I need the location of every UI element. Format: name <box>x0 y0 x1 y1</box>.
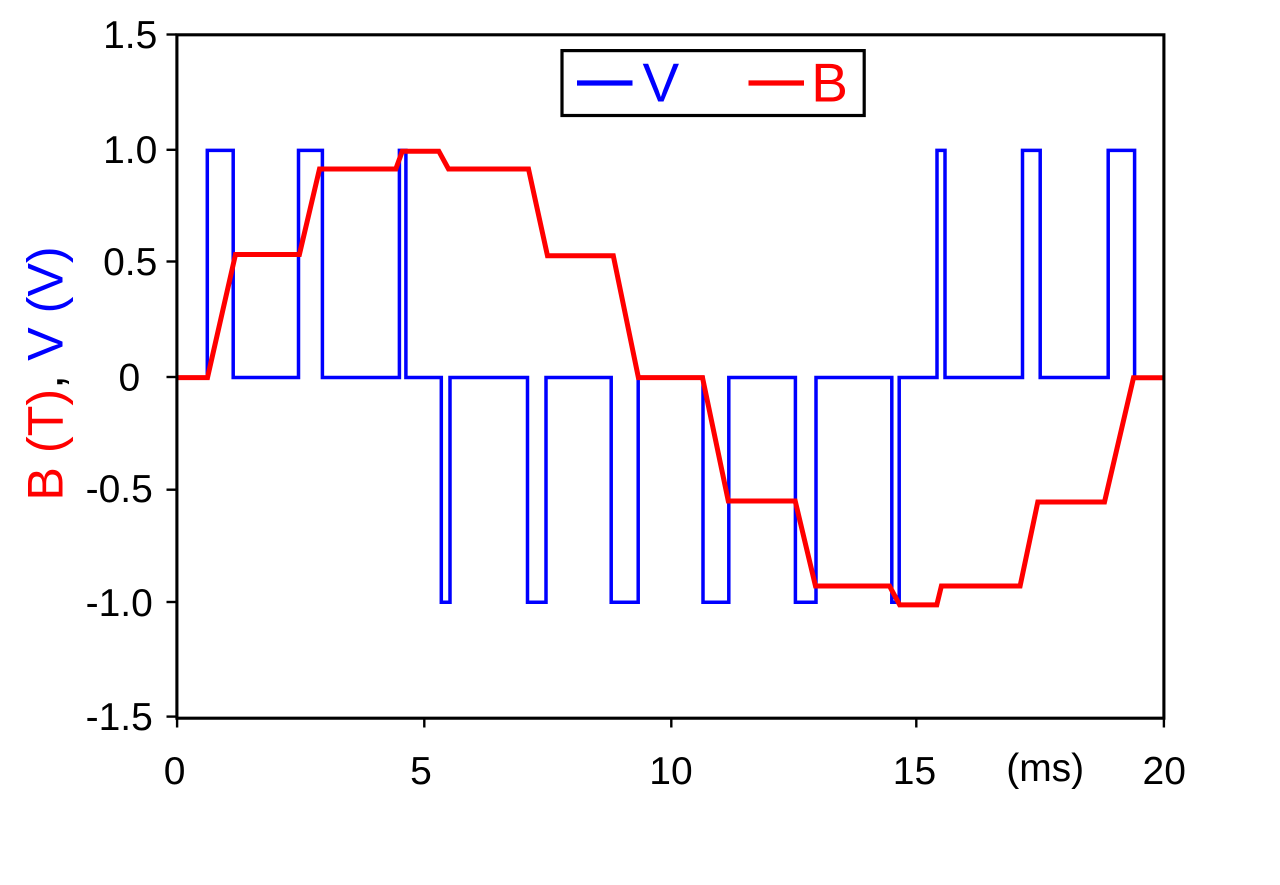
svg-text:0.5: 0.5 <box>103 241 157 284</box>
svg-text:0: 0 <box>118 356 140 399</box>
svg-text:20: 20 <box>1143 750 1186 793</box>
svg-text:-1.5: -1.5 <box>86 696 153 739</box>
svg-text:(ms): (ms) <box>1006 747 1084 790</box>
svg-text:-1.0: -1.0 <box>86 582 153 625</box>
svg-text:1.5: 1.5 <box>103 14 157 57</box>
svg-text:B: B <box>811 52 848 114</box>
svg-text:-0.5: -0.5 <box>86 468 153 511</box>
svg-text:5: 5 <box>410 750 432 793</box>
svg-text:B (T), V (V): B (T), V (V) <box>16 246 73 500</box>
svg-text:1.0: 1.0 <box>103 129 157 172</box>
svg-text:0: 0 <box>164 750 186 793</box>
svg-text:10: 10 <box>649 750 692 793</box>
svg-text:15: 15 <box>893 750 936 793</box>
svg-text:V: V <box>643 52 680 114</box>
